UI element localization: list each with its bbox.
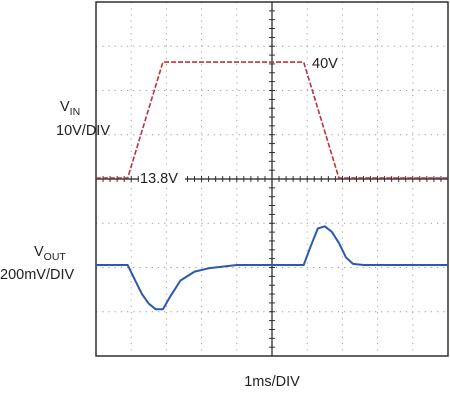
vout-trace <box>96 225 448 311</box>
legend-vin: VIN 10V/DIV <box>56 99 110 139</box>
x-axis-label: 1ms/DIV <box>244 374 300 390</box>
legend-vout: VOUT 200mV/DIV <box>0 244 74 283</box>
vout-label: VOUT <box>34 244 66 263</box>
traces <box>96 61 448 311</box>
annotation-13-8v: 13.8V <box>140 171 178 187</box>
vout-scale-label: 200mV/DIV <box>0 267 74 283</box>
vin-label: VIN <box>60 99 80 118</box>
annotation-40v: 40V <box>312 56 338 72</box>
annotation-13-8v-background <box>139 168 185 187</box>
plot-frame <box>95 1 449 357</box>
vin-scale-label: 10V/DIV <box>56 123 110 139</box>
